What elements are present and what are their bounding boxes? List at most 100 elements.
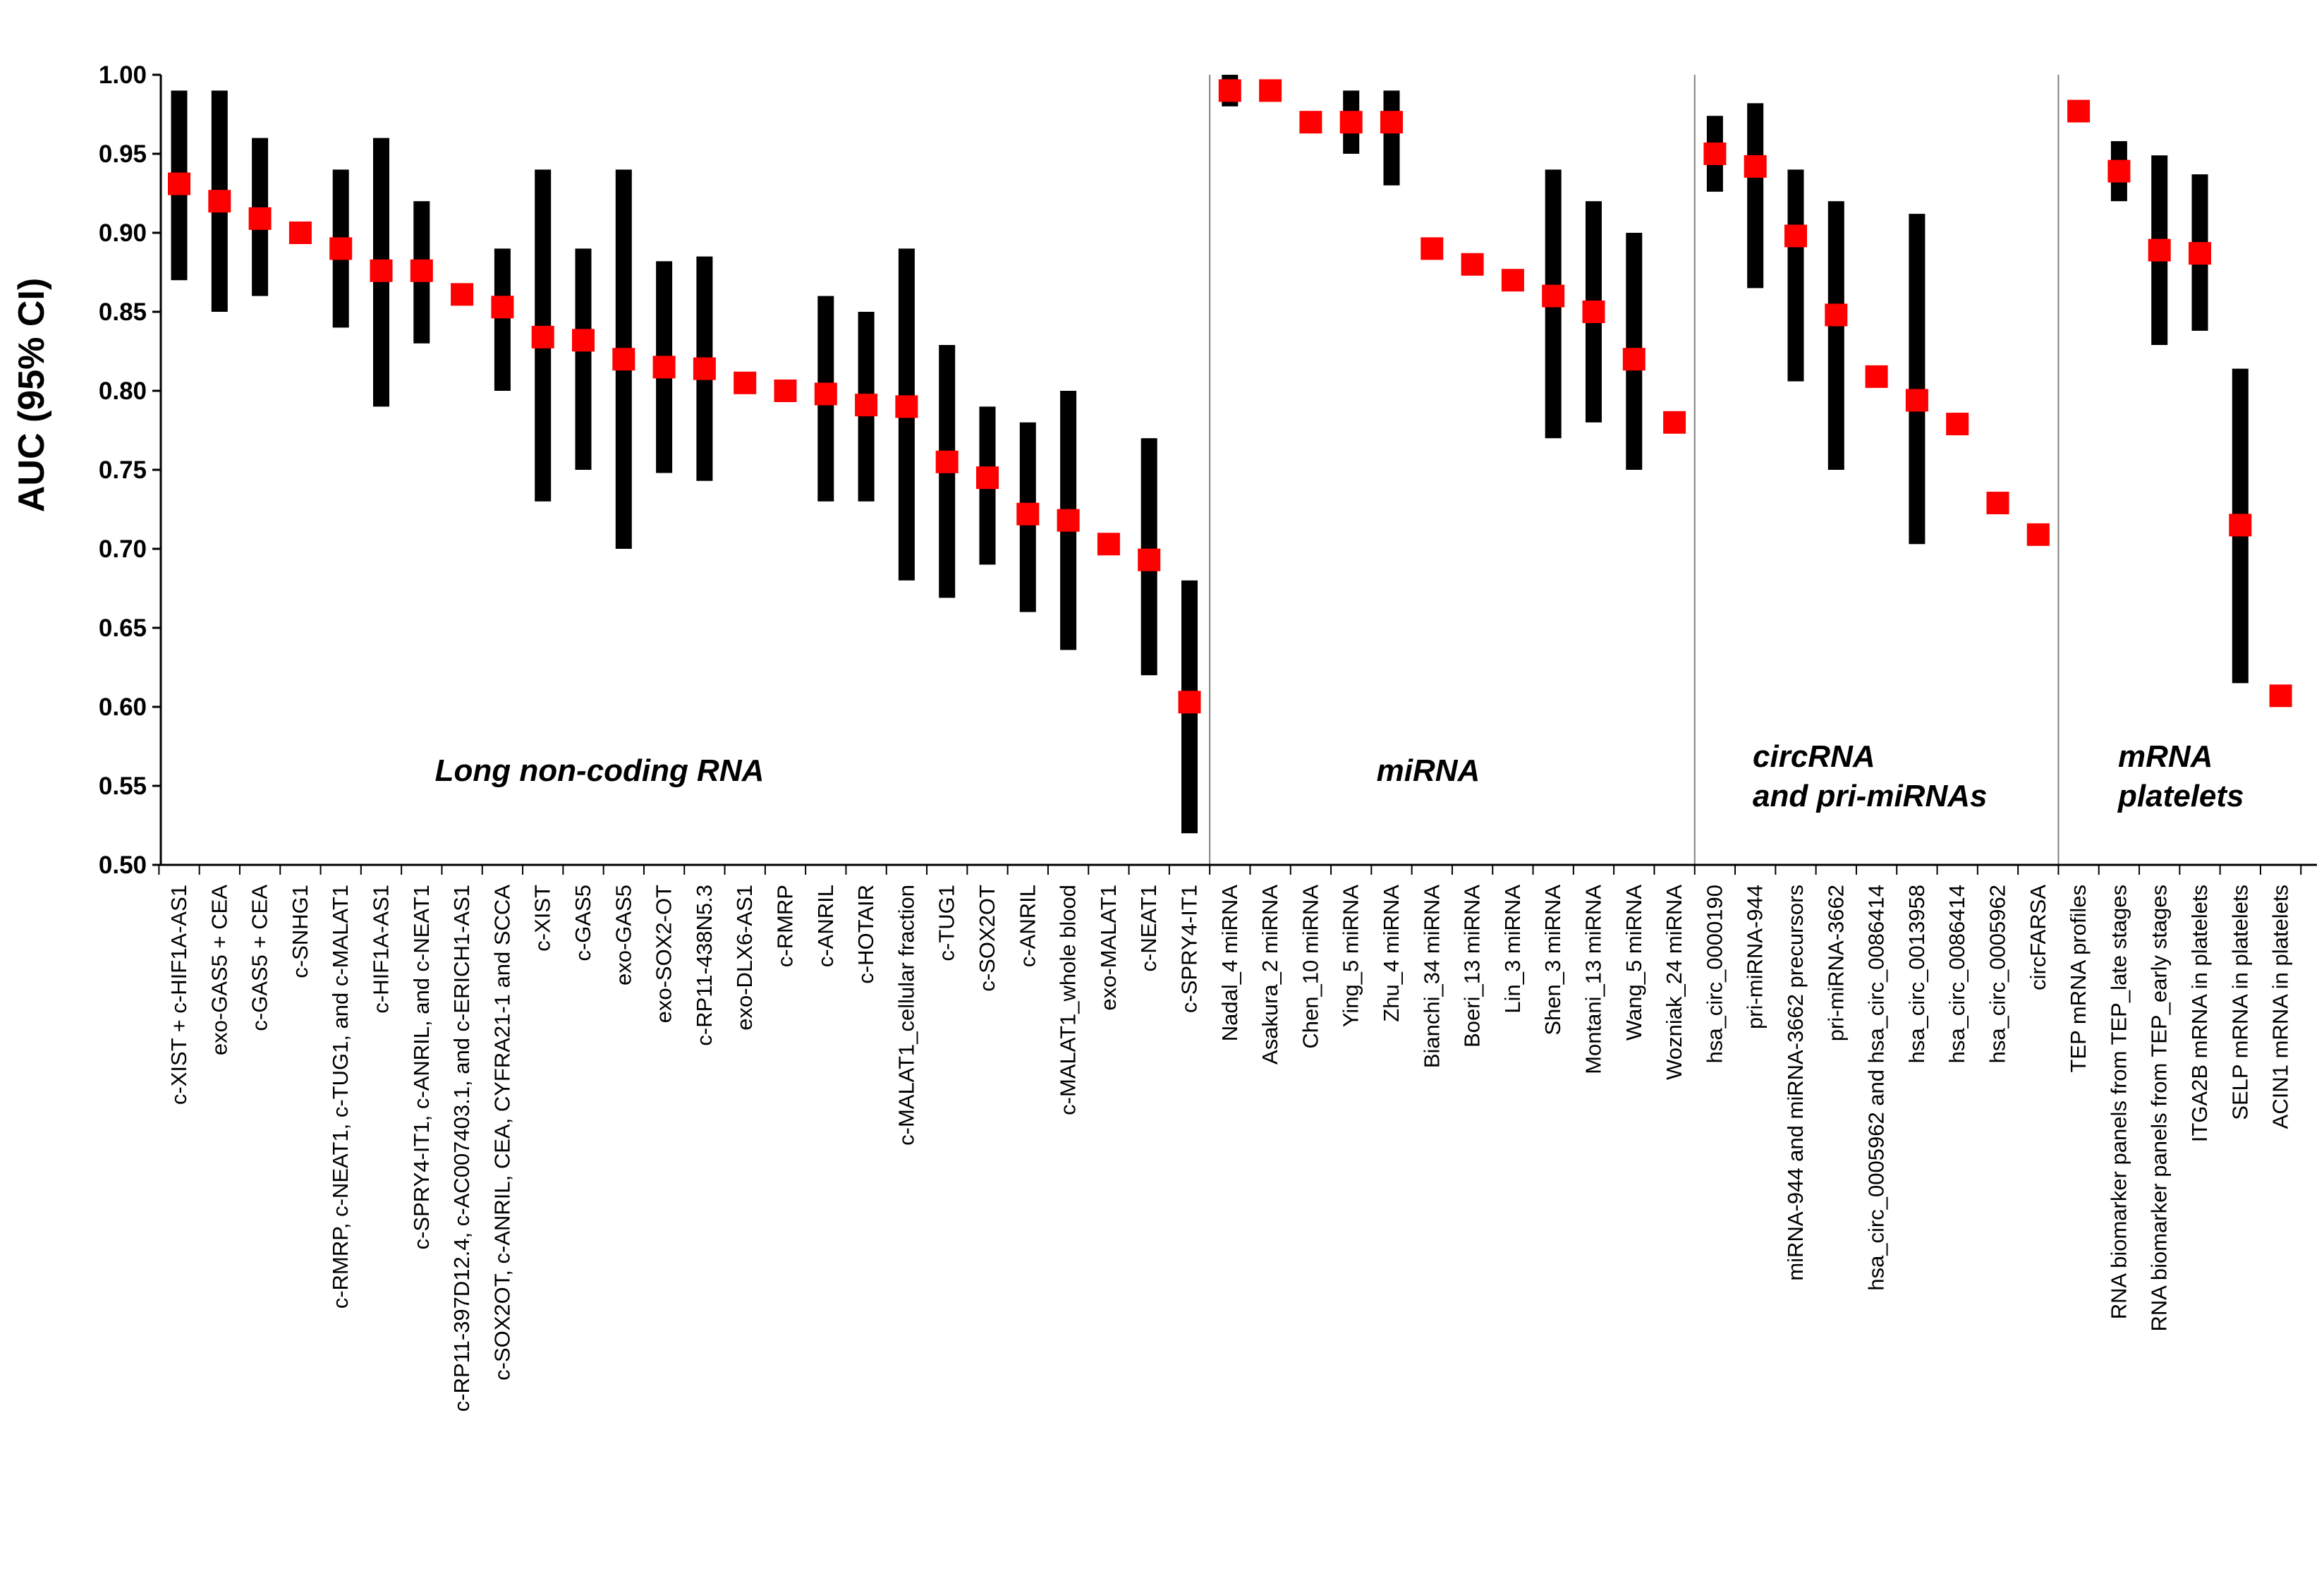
category-label: c-SNHG1 — [288, 885, 312, 978]
auc-point — [1501, 269, 1524, 292]
auc-point — [855, 394, 878, 417]
auc-point — [1178, 691, 1201, 714]
category-label: c-SOX2OT — [975, 885, 999, 992]
group-label: Long non-coding RNA — [435, 753, 765, 788]
category-label: RNA biomarker panels from TEP_late stage… — [2106, 885, 2131, 1319]
category-label: exo-DLX6-AS1 — [732, 885, 757, 1031]
category-label: c-XIST — [530, 885, 555, 952]
y-tick-label: 0.70 — [99, 535, 147, 563]
category-label: Asakura_2 miRNA — [1258, 885, 1282, 1065]
auc-point — [1299, 111, 1322, 134]
auc-point — [1865, 365, 1888, 388]
auc-point — [1622, 348, 1645, 371]
category-label: Chen_10 miRNA — [1298, 885, 1322, 1049]
y-tick-label: 1.00 — [99, 61, 147, 89]
ci-bar — [1827, 201, 1844, 470]
auc-point — [1825, 303, 1848, 327]
auc-point — [1663, 411, 1686, 434]
auc-point — [1138, 548, 1161, 571]
category-label: c-HIF1A-AS1 — [369, 885, 394, 1014]
ci-bar — [494, 248, 511, 391]
auc-point — [1016, 502, 1040, 526]
group-label-line: Long non-coding RNA — [435, 753, 765, 788]
ci-bar — [1383, 90, 1400, 186]
category-label: SELP mRNA in platelets — [2227, 885, 2252, 1120]
category-label: c-RP11-397D12.4, c-AC007403.1, and c-ERI… — [449, 885, 474, 1412]
category-label: c-NEAT1 — [1136, 885, 1161, 971]
ci-bar — [1909, 214, 1925, 545]
auc-point — [1461, 253, 1484, 276]
category-label: c-SPRY4-IT1 — [1177, 885, 1202, 1013]
auc-point — [531, 325, 554, 348]
category-label: c-RMRP, c-NEAT1, c-TUG1, and c-MALAT1 — [328, 885, 353, 1309]
auc-point — [2229, 514, 2252, 537]
auc-point — [370, 259, 393, 282]
auc-point — [572, 329, 595, 352]
category-label: circFARSA — [2026, 885, 2050, 990]
auc-point — [1420, 237, 1444, 260]
ci-bar — [1747, 103, 1764, 289]
group-label-line: platelets — [2117, 779, 2244, 813]
auc-point — [734, 371, 757, 394]
category-label: c-HOTAIR — [853, 885, 878, 984]
category-label: Nadal_4 miRNA — [1217, 885, 1242, 1042]
auc-point — [288, 222, 312, 244]
group-label-line: mRNA — [2118, 739, 2213, 774]
y-tick-label: 0.75 — [99, 456, 147, 484]
category-label: exo-GAS5 + CEA — [207, 885, 231, 1055]
category-label: miRNA-944 and miRNA-3662 precursors — [1783, 885, 1808, 1281]
auc-point — [1703, 142, 1727, 165]
auc-point — [491, 296, 514, 319]
auc-point — [2269, 684, 2292, 708]
auc-point — [1380, 111, 1403, 134]
category-label: c-SPRY4-IT1, c-ANRIL, and c-NEAT1 — [409, 885, 434, 1249]
category-label: c-MALAT1_cellular fraction — [894, 885, 918, 1146]
auc-point — [612, 348, 635, 371]
category-label: hsa_circ_0000190 — [1702, 885, 1727, 1063]
category-label: hsa_circ_0005962 — [1985, 885, 2010, 1063]
y-tick-label: 0.95 — [99, 140, 147, 168]
category-label: c-ANRIL — [1015, 885, 1040, 967]
group-dividers — [1209, 75, 2060, 865]
auc-point — [451, 283, 474, 306]
category-label: Bianchi_34 miRNA — [1419, 885, 1444, 1068]
category-label: c-RP11-438N5.3 — [692, 885, 717, 1046]
auc-point — [2026, 523, 2050, 546]
group-label: circRNA and pri-miRNAs — [1753, 739, 1987, 813]
category-label: c-RMRP — [773, 885, 798, 967]
y-tick-label: 0.90 — [99, 219, 147, 247]
auc-point — [1259, 79, 1282, 102]
category-label: Ying_5 miRNA — [1339, 885, 1363, 1027]
category-label: c-ANRIL — [813, 885, 838, 967]
auc-point — [935, 450, 959, 473]
auc-point — [1218, 79, 1241, 102]
auc-point — [1946, 413, 1969, 436]
auc-point — [168, 172, 190, 195]
y-tick-label: 0.80 — [99, 377, 147, 405]
auc-point — [208, 190, 231, 213]
auc-point — [1542, 284, 1565, 308]
auc-point — [2107, 159, 2131, 183]
group-label-line: miRNA — [1377, 753, 1480, 788]
category-label: hsa_circ_0005962 and hsa_circ_0086414 — [1864, 885, 1889, 1291]
auc-point — [1744, 154, 1767, 178]
auc-point — [1582, 301, 1605, 323]
y-tick-label: 0.65 — [99, 614, 147, 642]
category-label: Shen_3 miRNA — [1540, 885, 1565, 1036]
category-label: c-XIST + c-HIF1A-AS1 — [166, 885, 191, 1105]
auc-point — [410, 259, 433, 282]
category-label: Boeri_13 miRNA — [1460, 885, 1485, 1048]
group-label: miRNA — [1377, 753, 1480, 788]
category-label: RNA biomarker panels from TEP_early stag… — [2147, 885, 2172, 1331]
category-label: ACIN1 mRNA in platelets — [2268, 885, 2293, 1129]
y-tick-label: 0.85 — [99, 298, 147, 326]
group-label: mRNA platelets — [2117, 739, 2244, 813]
y-tick-label: 0.60 — [99, 693, 147, 721]
category-label: hsa_circ_0086414 — [1945, 885, 1969, 1063]
category-label: c-GAS5 — [571, 885, 595, 962]
y-tick-label: 0.50 — [99, 851, 147, 879]
category-label: exo-SOX2-OT — [652, 885, 676, 1023]
auc-point — [814, 382, 837, 406]
auc-point — [895, 395, 918, 418]
